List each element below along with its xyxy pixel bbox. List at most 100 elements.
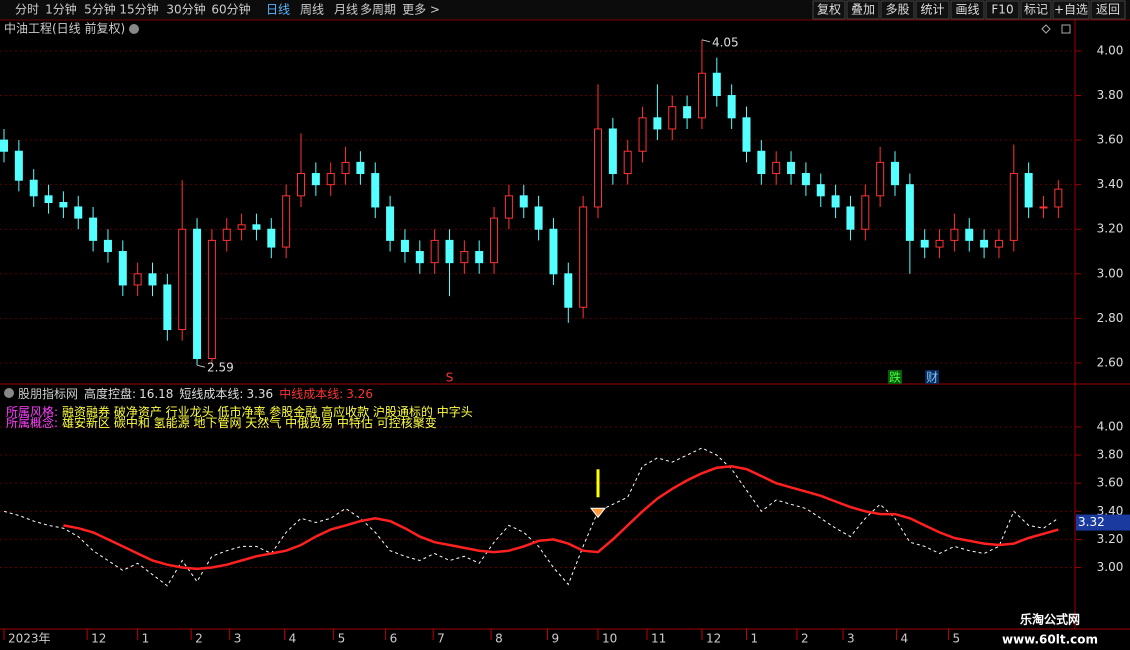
candle-body [653, 117, 662, 130]
signal-diamond [589, 507, 607, 519]
candle-body [861, 195, 870, 230]
candle-body [594, 128, 602, 208]
toolbar-button-label[interactable]: +自选 [1054, 3, 1088, 17]
candle-body [742, 117, 751, 152]
toolbar-button-label[interactable]: 画线 [955, 3, 979, 17]
candle-body [638, 117, 647, 152]
candle-body [846, 206, 855, 230]
candle-body [29, 179, 38, 197]
event-badge[interactable] [888, 370, 902, 384]
indicator-header: 股朋指标网 高度控盘: 16.18 短线成本线: 3.36 中线成本线: 3.26 [18, 386, 373, 401]
candle-body [801, 173, 810, 186]
box-icon[interactable] [1061, 24, 1071, 34]
period-tab[interactable]: 周线 [300, 3, 324, 17]
candle-body [460, 251, 469, 264]
candle-body [445, 239, 454, 264]
period-tab[interactable]: 月线 [334, 3, 358, 17]
candle-body [1039, 206, 1048, 209]
candle-body [534, 206, 543, 230]
extreme-pointer [196, 364, 206, 368]
candle-body [311, 173, 320, 186]
toolbar-button[interactable] [846, 0, 880, 20]
candle-body [757, 150, 766, 175]
candle-body [341, 161, 350, 175]
period-tab[interactable]: 5分钟 [84, 2, 116, 17]
y-tick-label: 4.00 [1097, 43, 1124, 57]
candle-body [475, 251, 484, 264]
indicator-dropdown[interactable] [4, 388, 14, 398]
current-value-label: 3.32 [1078, 515, 1105, 529]
x-tick-label: 12 [706, 632, 721, 646]
candle-body [876, 161, 885, 197]
y-tick-label: 3.40 [1097, 504, 1124, 518]
toolbar-button-label[interactable]: F10 [991, 3, 1013, 17]
candle-body [103, 239, 112, 253]
period-tab[interactable]: 30分钟 [166, 2, 205, 17]
title-dropdown[interactable] [129, 24, 139, 34]
period-tab[interactable]: 1分钟 [45, 2, 77, 17]
x-tick-label: 6 [390, 632, 398, 646]
candle-body [772, 161, 781, 175]
toolbar-button-label[interactable]: 多股 [885, 3, 909, 17]
toolbar-button[interactable] [950, 0, 985, 20]
period-tab[interactable]: 更多 > [402, 3, 440, 17]
period-tab[interactable]: 15分钟 [119, 2, 158, 17]
candle-body [920, 239, 929, 248]
toolbar-button[interactable] [812, 0, 846, 20]
toolbar-button-label[interactable]: 统计 [920, 3, 944, 17]
candle-body [1054, 188, 1063, 208]
candle-body [193, 228, 202, 359]
event-badge[interactable] [925, 370, 940, 384]
period-tab[interactable]: 多周期 [360, 3, 396, 17]
indicator-name: 股朋指标网 [18, 386, 78, 401]
x-tick-label: 2023年 [8, 632, 51, 646]
period-tab[interactable]: 分时 [15, 3, 39, 17]
toolbar-button[interactable] [915, 0, 950, 20]
readout-value: 3.36 [246, 387, 273, 401]
candle-body [608, 128, 617, 175]
toolbar-button[interactable] [1052, 0, 1090, 20]
toolbar-button-label[interactable]: 叠加 [851, 3, 875, 17]
candle-body [148, 273, 157, 286]
x-tick-label: 11 [651, 632, 666, 646]
candle-body [504, 195, 513, 219]
toolbar-button-label[interactable]: 标记 [1024, 3, 1048, 17]
event-label[interactable]: 财 [926, 371, 938, 385]
x-tick-label: 2 [195, 632, 203, 646]
concept-label: 所属风格: [6, 404, 58, 419]
candle-body [163, 284, 172, 331]
event-label[interactable]: 跌 [889, 370, 901, 385]
candle-body [1009, 173, 1018, 241]
period-tab[interactable]: 日线 [266, 3, 290, 17]
candle-body [564, 273, 573, 308]
toolbar-button[interactable] [880, 0, 915, 20]
concept-line: 所属风格: 融资融券 破净资产 行业龙头 低市净率 参股金融 高应收款 沪股通标的… [6, 404, 473, 419]
x-tick-label: 7 [437, 632, 445, 646]
candle-body [252, 224, 261, 230]
x-tick-label: 9 [552, 632, 560, 646]
candle-body [0, 139, 8, 152]
period-tab[interactable]: 60分钟 [211, 2, 250, 17]
indicator-line [63, 465, 1059, 571]
candle-body [697, 72, 706, 119]
candle-body [787, 161, 796, 175]
candle-body [282, 195, 291, 248]
candle-body [415, 251, 424, 264]
candle-body [133, 273, 142, 286]
chart-title: 中油工程(日线 前复权) [4, 21, 125, 36]
indicator-line [3, 447, 1059, 587]
x-tick-label: 4 [289, 632, 297, 646]
toolbar-button[interactable] [985, 0, 1020, 20]
toolbar-button-label[interactable]: 复权 [817, 3, 841, 17]
event-label[interactable]: S [446, 371, 454, 385]
extreme-label: 2.59 [207, 361, 234, 375]
candle-body [356, 161, 365, 175]
toolbar-button[interactable] [1020, 0, 1052, 20]
toolbar-button[interactable] [1090, 0, 1126, 20]
candle-body [178, 228, 187, 331]
x-tick-label: 10 [602, 632, 617, 646]
diamond-icon[interactable] [1041, 24, 1051, 34]
toolbar-button-label[interactable]: 返回 [1096, 3, 1120, 17]
